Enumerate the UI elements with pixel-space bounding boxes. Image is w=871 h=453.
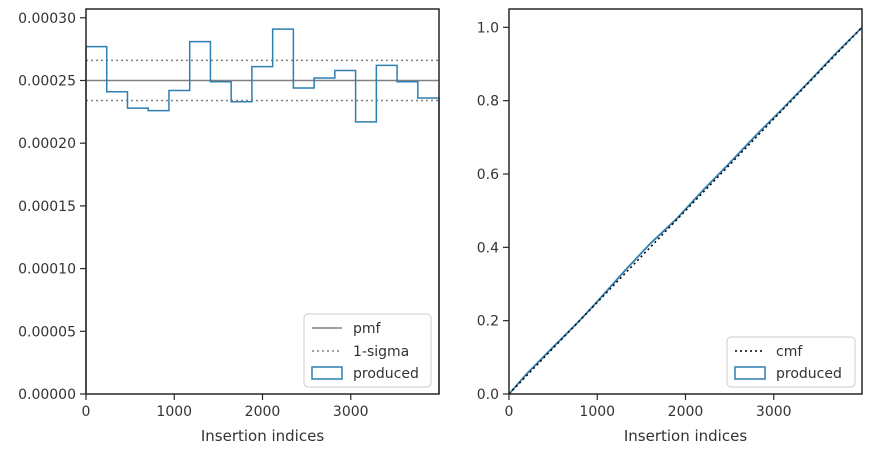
- legend-box: [303, 313, 432, 388]
- y-tick-label: 0.00005: [18, 324, 76, 340]
- legend-produced-swatch: [734, 366, 766, 380]
- left-chart: 0 1000 2000 3000 0.00000 0.00005 0.00010 0.0001…: [18, 8, 440, 445]
- y-tick-label: 0.8: [477, 94, 499, 110]
- legend-produced-label: produced: [353, 366, 419, 382]
- x-axis-label: Insertion indices: [624, 427, 747, 445]
- legend-right: cmf produced: [726, 336, 856, 388]
- x-tick-label: 3000: [333, 404, 369, 420]
- y-tick-label: 0.00015: [18, 199, 76, 215]
- y-tick-label: 1.0: [477, 20, 499, 36]
- legend-cmf-label: cmf: [776, 344, 803, 360]
- y-tick-label: 0.00030: [18, 11, 76, 27]
- legend-pmf-label: pmf: [353, 321, 382, 337]
- x-axis-label: Insertion indices: [201, 427, 324, 445]
- x-tick-label: 3000: [756, 404, 792, 420]
- x-tick-label: 2000: [668, 404, 704, 420]
- legend-left: pmf 1-sigma produced: [303, 313, 432, 388]
- legend-sigma-label: 1-sigma: [353, 344, 409, 360]
- x-tick-label: 2000: [245, 404, 281, 420]
- right-chart: 0 1000 2000 3000 0.0 0.2 0.4 0.6 0.8 1.0 Insertion…: [477, 8, 863, 445]
- legend-produced-label: produced: [776, 366, 842, 382]
- legend-box: [726, 336, 856, 388]
- axes-frame: [85, 8, 440, 395]
- y-tick-label: 0.0: [477, 387, 499, 403]
- y-tick-label: 0.00025: [18, 73, 76, 89]
- y-tick-label: 0.00010: [18, 262, 76, 278]
- x-tick-label: 1000: [579, 404, 615, 420]
- legend-produced-swatch: [311, 366, 343, 380]
- y-tick-label: 0.00020: [18, 136, 76, 152]
- x-tick-label: 0: [505, 404, 514, 420]
- x-tick-label: 0: [82, 404, 91, 420]
- y-tick-label: 0.4: [477, 240, 499, 256]
- y-tick-label: 0.2: [477, 314, 499, 330]
- axes-frame: [508, 8, 863, 395]
- y-tick-label: 0.6: [477, 167, 499, 183]
- x-tick-label: 1000: [156, 404, 192, 420]
- y-tick-label: 0.00000: [18, 387, 76, 403]
- produced-step-series: [85, 28, 440, 394]
